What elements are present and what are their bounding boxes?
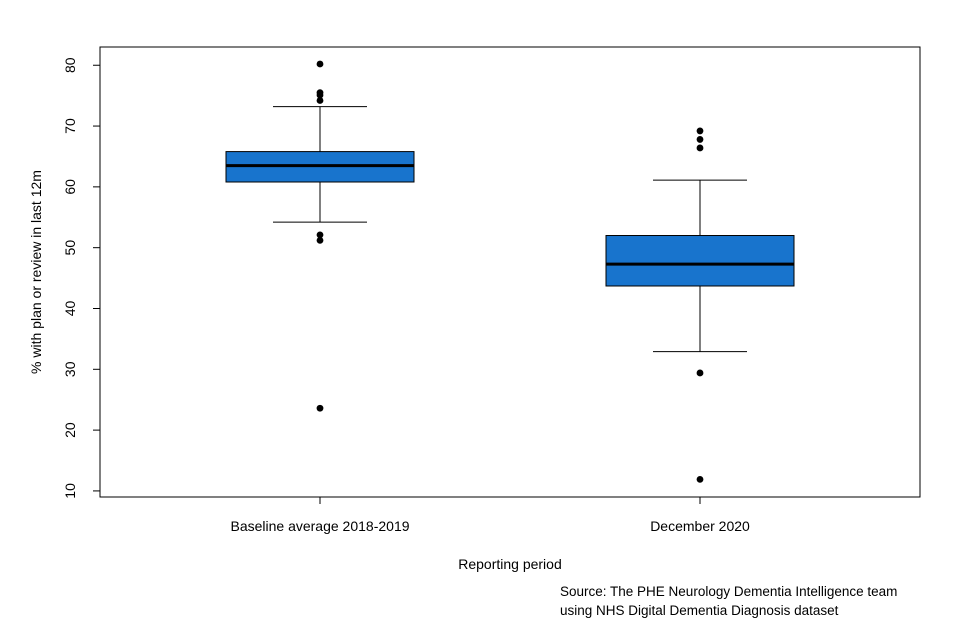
outlier-point xyxy=(696,369,704,377)
box-1 xyxy=(605,127,795,483)
y-tick-label-30: 30 xyxy=(62,361,78,377)
box-0 xyxy=(225,60,415,412)
outlier-point xyxy=(316,91,324,99)
y-axis-label: % with plan or review in last 12m xyxy=(28,170,44,374)
y-tick-label-10: 10 xyxy=(62,483,78,499)
outlier-point xyxy=(316,231,324,239)
source-line-2: using NHS Digital Dementia Diagnosis dat… xyxy=(560,603,839,618)
outlier-point xyxy=(696,144,704,152)
y-tick-label-50: 50 xyxy=(62,240,78,256)
source-line-1: Source: The PHE Neurology Dementia Intel… xyxy=(560,584,898,599)
y-tick-label-70: 70 xyxy=(62,118,78,134)
source-note: Source: The PHE Neurology Dementia Intel… xyxy=(560,582,897,620)
x-tick-label-0: Baseline average 2018-2019 xyxy=(230,518,409,534)
outlier-point xyxy=(696,136,704,143)
boxes-group xyxy=(225,60,795,483)
x-axis-label: Reporting period xyxy=(458,556,562,572)
y-tick-label-40: 40 xyxy=(62,300,78,316)
x-tick-label-1: December 2020 xyxy=(650,518,750,534)
x-axis: Baseline average 2018-2019 December 2020 xyxy=(230,497,750,534)
outlier-point xyxy=(316,236,324,244)
y-tick-label-60: 60 xyxy=(62,179,78,195)
y-tick-label-80: 80 xyxy=(62,57,78,73)
outlier-point xyxy=(696,127,704,135)
outlier-point xyxy=(316,60,324,68)
outlier-point xyxy=(316,97,324,104)
y-axis: 10 20 30 40 50 60 70 80 xyxy=(62,57,101,499)
outlier-point xyxy=(696,475,704,483)
outlier-point xyxy=(316,404,324,412)
iqr-box xyxy=(605,235,795,287)
y-tick-label-20: 20 xyxy=(62,422,78,438)
plot-frame xyxy=(99,46,921,498)
